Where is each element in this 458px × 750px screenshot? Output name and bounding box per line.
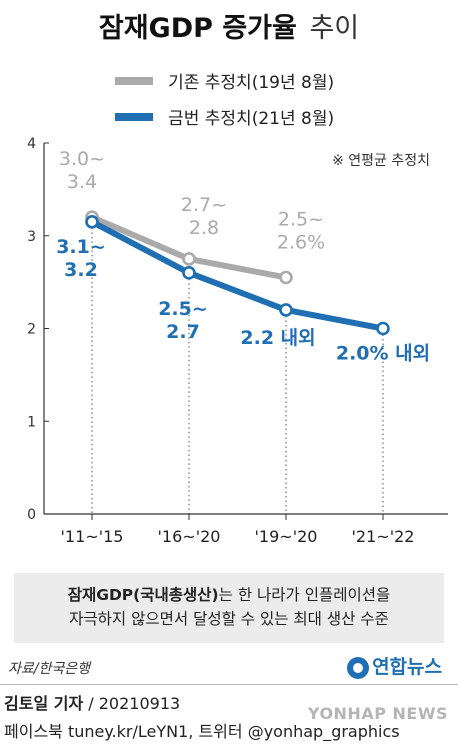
byline: 김토일 기자 / 20210913 — [4, 690, 180, 714]
yonhap-logo: 연합뉴스 — [347, 652, 442, 679]
data-label-0-2: 2.6% — [277, 231, 325, 253]
estimate-note: ※ 연평균 추정치 — [332, 153, 430, 169]
data-label-0-2: 2.5~ — [278, 208, 324, 230]
data-point-0-2 — [279, 270, 293, 285]
yonhap-logo-text: 연합뉴스 — [372, 656, 442, 678]
chart-guides — [91, 227, 384, 514]
reporter-name: 김토일 기자 — [4, 694, 84, 713]
data-point-1-3 — [376, 321, 390, 336]
data-point-1-0 — [85, 215, 99, 229]
chart-points — [85, 210, 390, 336]
chart-lines — [89, 214, 386, 332]
yonhap-logo-icon — [347, 656, 370, 679]
legend-swatch-gray — [115, 76, 153, 85]
y-tick-label: 0 — [27, 507, 36, 523]
data-label-0-1: 2.8 — [189, 217, 219, 239]
definition-box: 잠재GDP(국내총생산)는 한 나라가 인플레이션을 자극하지 않으면서 달성할… — [14, 573, 444, 643]
data-point-1-2 — [279, 303, 293, 317]
data-label-0-0: 3.4 — [67, 171, 97, 193]
legend-swatch-blue — [115, 112, 153, 121]
definition-text-2: 자극하지 않으면서 달성할 수 있는 최대 생산 수준 — [69, 610, 389, 628]
definition-term: 잠재GDP(국내총생산) — [67, 586, 219, 604]
data-point-0-1 — [182, 252, 196, 266]
y-tick-label: 1 — [27, 414, 36, 430]
data-label-0-0: 3.0~ — [59, 148, 105, 170]
x-tick-label: '21~'22 — [352, 527, 415, 546]
legend-item-current: 금번 추정치(21년 8월) — [115, 104, 334, 129]
title-row: 잠재GDP 증가율 추이 — [0, 12, 458, 46]
data-label-1-1: 2.5~ — [158, 298, 208, 320]
data-label-0-1: 2.7~ — [181, 194, 227, 216]
yonhap-watermark: YONHAP NEWS — [307, 704, 448, 723]
y-tick-label: 2 — [27, 322, 36, 338]
data-label-1-0: 3.1~ — [56, 236, 106, 258]
chart-axes: 0 1 2 3 4 '11~'15 '16~'20 '19~'20 '21~'22 — [27, 136, 448, 546]
chart-labels: 3.0~3.42.7~2.8 2.5~2.6%3.1~3.22.5~2.7 2.2 … — [56, 148, 430, 364]
legend-item-previous: 기존 추정치(19년 8월) — [115, 68, 334, 93]
data-label-1-1: 2.7 — [166, 321, 200, 343]
legend-label-previous: 기존 추정치(19년 8월) — [168, 73, 335, 93]
footer-divider — [0, 684, 458, 685]
data-label-1-2: 2.2 내외 — [240, 327, 315, 349]
y-tick-label: 4 — [27, 136, 36, 152]
byline-date: / 20210913 — [83, 694, 181, 713]
legend-label-current: 금번 추정치(21년 8월) — [168, 109, 335, 129]
source-label: 자료/한국은행 — [8, 661, 90, 677]
chart-subtitle: 추이 — [309, 13, 360, 44]
social-links: 페이스북 tuney.kr/LeYN1, 트위터 @yonhap_graphic… — [4, 722, 400, 741]
data-point-1-1 — [182, 266, 196, 280]
definition-text-1: 는 한 나라가 인플레이션을 — [218, 586, 391, 604]
data-label-1-0: 3.2 — [64, 259, 98, 281]
data-label-1-3: 2.0% 내외 — [336, 343, 430, 365]
x-tick-label: '16~'20 — [158, 527, 221, 546]
x-tick-label: '11~'15 — [61, 527, 124, 546]
y-tick-label: 3 — [27, 229, 36, 245]
series-line-1 — [89, 218, 386, 332]
chart-title: 잠재GDP 증가율 — [98, 13, 297, 44]
x-tick-label: '19~'20 — [255, 527, 318, 546]
